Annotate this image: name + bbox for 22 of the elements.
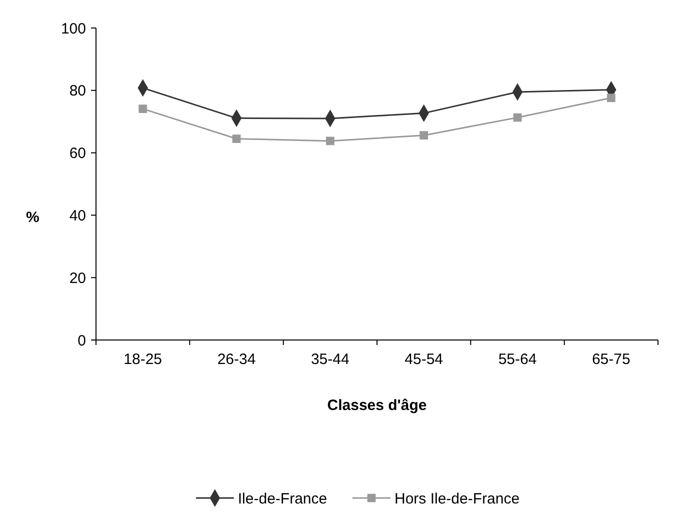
y-axis-title: %	[26, 209, 40, 226]
point	[513, 113, 522, 122]
x-tick-label: 18-25	[124, 351, 162, 368]
legend-label: Hors Ile-de-France	[394, 490, 520, 508]
point	[420, 131, 428, 140]
y-tick-label: 0	[78, 332, 86, 350]
point	[138, 104, 148, 113]
y-tick-label: 40	[69, 207, 86, 224]
x-axis-title: Classes d'âge	[327, 397, 427, 414]
y-tick-label: 80	[69, 82, 86, 100]
point	[606, 94, 616, 102]
x-tick-label: 65-75	[592, 351, 630, 368]
x-tick-label: 45-54	[404, 351, 444, 368]
y-tick-label: 60	[69, 145, 86, 162]
y-tick-label: 100	[60, 20, 86, 38]
legend-label: Ile-de-France	[238, 490, 328, 508]
x-tick-label: 26-34	[217, 351, 256, 368]
y-tick-label: 20	[69, 270, 86, 287]
x-tick-label: 55-64	[498, 351, 537, 368]
x-tick-label: 35-44	[310, 351, 350, 368]
point	[232, 134, 241, 143]
point	[326, 136, 334, 146]
